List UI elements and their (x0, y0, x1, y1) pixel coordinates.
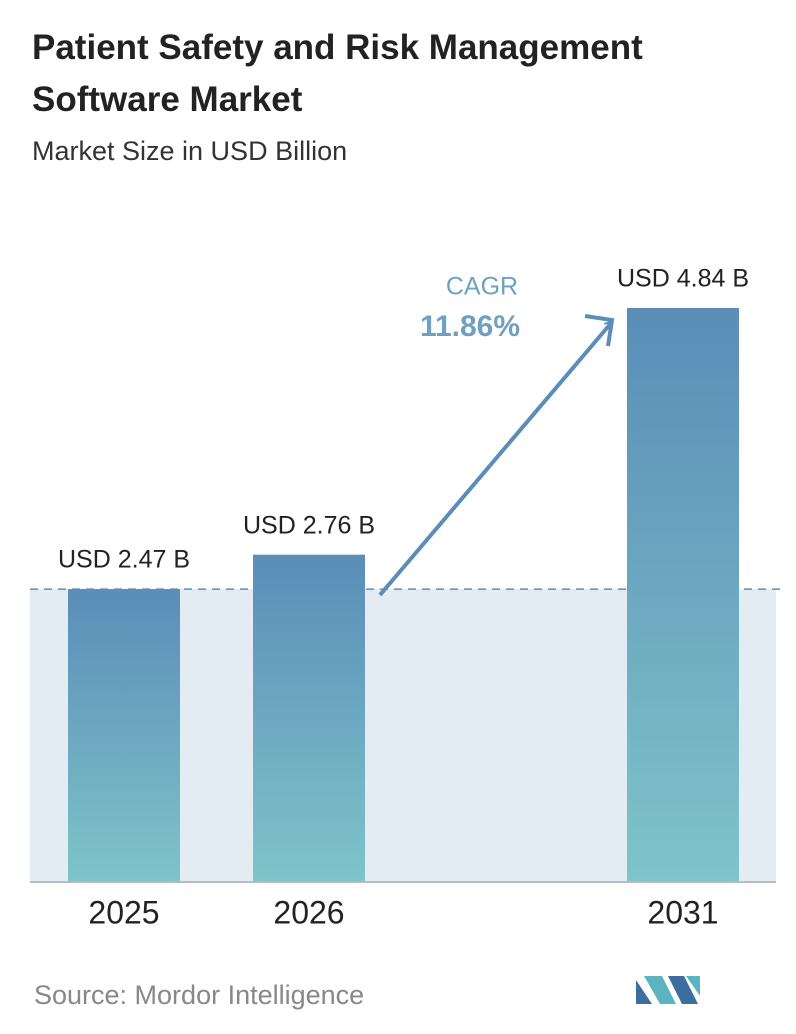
cagr-value: 11.86% (420, 310, 520, 343)
logo (636, 976, 700, 1004)
x-tick-label: 2025 (88, 894, 159, 930)
chart-title: Patient Safety and Risk Management Softw… (32, 28, 643, 119)
x-tick-label: 2026 (273, 894, 344, 930)
chart-subtitle: Market Size in USD Billion (32, 136, 348, 166)
value-label: USD 2.76 B (243, 511, 375, 539)
value-label: USD 2.47 B (58, 546, 190, 574)
value-label: USD 4.84 B (617, 265, 749, 293)
bar (68, 589, 180, 882)
bar (627, 308, 739, 882)
source: Source: Mordor Intelligence (34, 980, 364, 1010)
cagr-arrowhead (584, 314, 615, 347)
cagr-label: CAGR (446, 273, 518, 301)
cagr-arrow (378, 322, 612, 597)
bar (253, 554, 365, 882)
x-tick-label: 2031 (647, 894, 718, 930)
